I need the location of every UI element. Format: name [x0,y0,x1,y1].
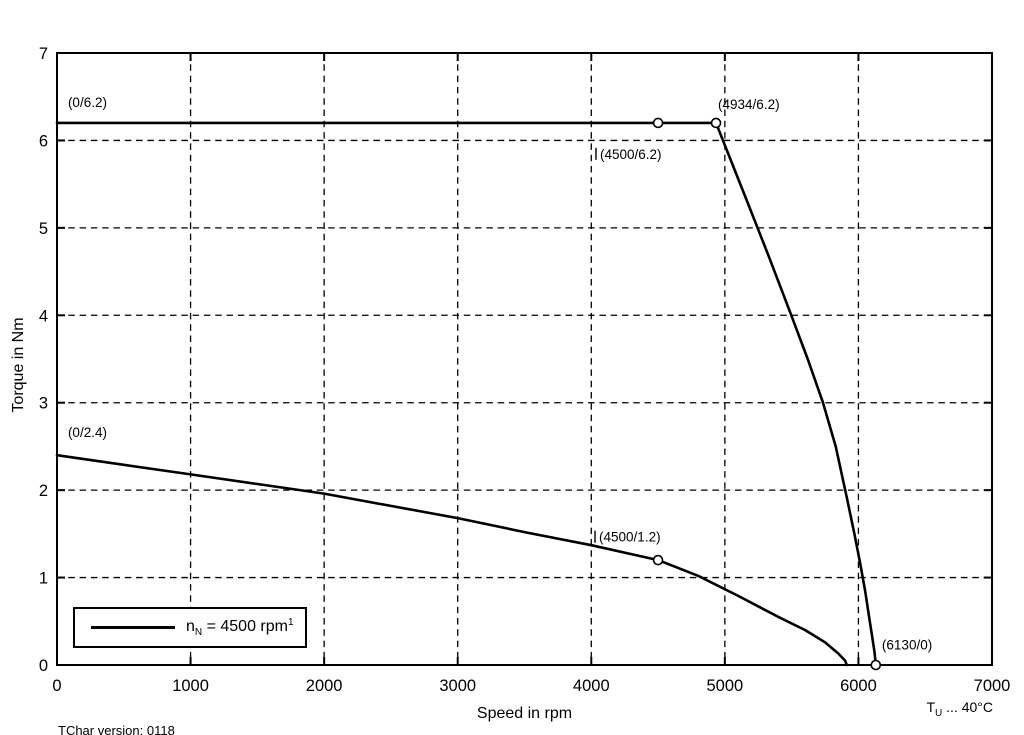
annotation-label: (6130/0) [882,637,932,652]
legend-footnote-marker: 1 [287,617,294,628]
data-marker [710,117,722,129]
data-marker [652,554,664,566]
series-continuous-torque-line [55,453,849,667]
x-tick-label: 7000 [974,677,1011,695]
data-marker [652,117,664,129]
annotation-label: (0/6.2) [68,95,107,110]
plot-frame [56,52,993,666]
annotation-label: (0/2.4) [68,425,107,440]
data-marker [870,659,882,671]
x-tick-label: 3000 [439,677,476,695]
ambient-temperature-text: TU ... 40°C [926,699,993,719]
y-tick-label: 3 [39,395,48,413]
annotation-label: (4500/1.2) [599,530,661,545]
y-axis-title: Torque in Nm [10,317,27,413]
ambient-temp-value: ... 40°C [942,699,993,715]
y-tick-label: 6 [39,132,48,150]
annotation-label: (4934/6.2) [718,97,780,112]
legend-line-sample-icon [91,626,175,629]
y-tick-label: 7 [39,45,48,63]
x-tick-label: 5000 [706,677,743,695]
annotation-label: (4500/6.2) [600,147,662,162]
x-tick-label: 4000 [573,677,610,695]
y-tick-label: 5 [39,220,48,238]
y-tick-label: 2 [39,482,48,500]
y-tick-label: 1 [39,570,48,588]
version-info: TChar version: 0118 DB version: 2013 05 … [58,696,194,735]
x-tick-label: 1000 [172,677,209,695]
legend-symbol-name: n [186,618,195,635]
series-peak-torque-limit-line [55,121,878,667]
ambient-temp-symbol: T [926,699,936,715]
ambient-temp-subscript: U [935,708,943,719]
x-tick-label: 2000 [306,677,343,695]
y-tick-label: 4 [39,307,48,325]
x-axis-title: Speed in rpm [476,705,573,722]
legend-value-text: = 4500 rpm [202,618,288,635]
legend-label: nN = 4500 rpm1 [186,617,294,638]
legend-box: nN = 4500 rpm1 [73,607,307,648]
y-tick-label: 0 [39,657,48,675]
x-tick-label: 0 [52,677,61,695]
legend-symbol-subscript: N [194,627,203,638]
tchar-version-text: TChar version: 0118 [58,723,175,735]
x-tick-label: 6000 [840,677,877,695]
